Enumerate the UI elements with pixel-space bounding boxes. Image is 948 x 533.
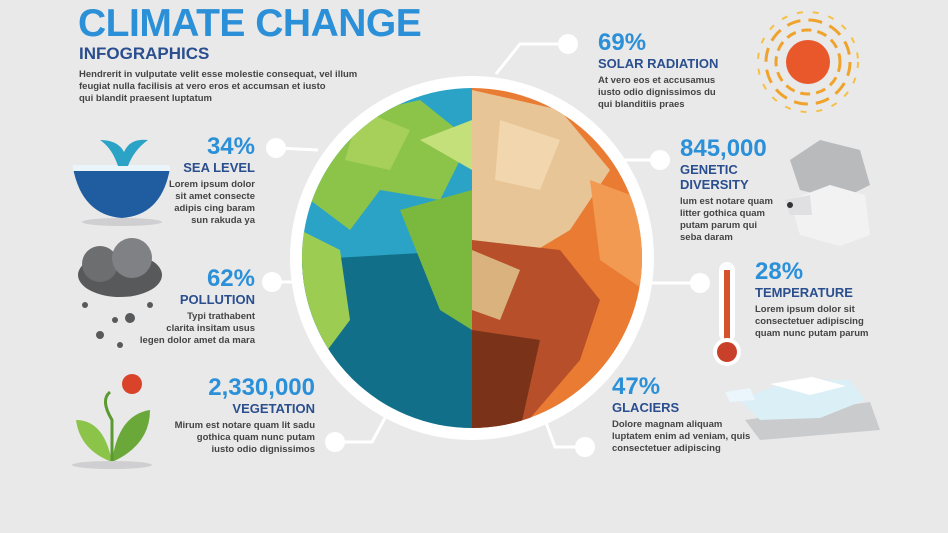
item-label: SEA LEVEL [15, 160, 255, 175]
item-text-line: consectetuer adipiscing [755, 316, 864, 327]
intro-line: feugiat nulla facilisis at vero eros et … [79, 81, 326, 92]
item-text-line: Dolore magnam aliquam [612, 419, 723, 430]
item-label-line: GENETIC [680, 162, 738, 177]
cloud-icon [78, 238, 162, 348]
item: 28% TEMPERATURE Lorem ipsum dolor sit conse… [755, 259, 948, 340]
intro-line: qui blandit praesent luptatum [79, 93, 213, 104]
item-text: At vero eos et accusamus iusto odio digni… [598, 75, 838, 111]
item: 62% POLLUTION Typi trathabent clarita insit… [15, 266, 255, 347]
item: 47% GLACIERS Dolore magnam aliquam luptatem… [612, 374, 852, 455]
item-text-line: At vero eos et accusamus [598, 75, 716, 86]
item-label-line: TEMPERATURE [755, 285, 853, 300]
item-text-line: consectetuer adipiscing [612, 443, 721, 454]
item-text: Dolore magnam aliquam luptatem enim ad ve… [612, 419, 852, 455]
item-label: SOLAR RADIATION [598, 56, 838, 71]
item-text-line: gothica quam nunc putam [196, 432, 315, 443]
item-text-line: litter gothica quam [680, 208, 765, 219]
intro: Hendrerit in vulputate velit esse molest… [79, 69, 357, 105]
item-label-line: GLACIERS [612, 400, 680, 415]
item-label: POLLUTION [15, 292, 255, 307]
item-text: lum est notare quam litter gothica quam pu… [680, 196, 920, 244]
connector-dots [262, 34, 710, 457]
glacier-icon [725, 377, 880, 440]
bear-icon [785, 140, 870, 246]
item-text: Lorem ipsum dolor sit consectetuer adipis… [755, 304, 948, 340]
item: 69% SOLAR RADIATION At vero eos et accusam… [598, 30, 838, 111]
item-value: 47% [612, 373, 661, 400]
item-text-line: quam nunc putam parum [755, 328, 869, 339]
item-label: TEMPERATURE [755, 285, 948, 300]
item-text-line: lum est notare quam [680, 196, 773, 207]
item-text-line: adipis cing baram [174, 203, 255, 214]
item-label-line: POLLUTION [179, 292, 255, 307]
item-text-line: qui blanditiis praes [598, 99, 685, 110]
item-text: Lorem ipsum dolor sit amet consecte adipis… [15, 179, 255, 227]
subtitle: INFOGRAPHICS [79, 44, 210, 63]
item-label: VEGETATION [75, 401, 315, 416]
item-value: 845,000 [680, 135, 767, 162]
item-label-line: SEA LEVEL [183, 160, 255, 175]
item-text-line: sit amet consecte [175, 191, 255, 202]
item-text-line: legen dolor amet da mara [139, 335, 255, 346]
item-text-line: putam parum qui [680, 220, 758, 231]
item: 34% SEA LEVEL Lorem ipsum dolor sit amet co… [15, 134, 255, 227]
sun-icon [757, 11, 859, 113]
item-label-line: SOLAR RADIATION [598, 56, 719, 71]
item-text-line: iusto odio dignissimos du [598, 87, 716, 98]
item-text-line: luptatem enim ad veniam, quis [612, 431, 751, 442]
item-text-line: clarita insitam usus [166, 323, 255, 334]
item-text-line: Typi trathabent [187, 311, 255, 322]
item-text-line: sun rakuda ya [191, 215, 255, 226]
item-label: GENETIC DIVERSITY [680, 162, 920, 192]
item-text-line: seba daram [680, 232, 733, 243]
item-value: 69% [598, 29, 647, 56]
item-text-line: Mirum est notare quam lit sadu [174, 420, 315, 431]
item-value: 2,330,000 [208, 374, 315, 401]
title: CLIMATE CHANGE [78, 2, 422, 45]
item-label: GLACIERS [612, 400, 852, 415]
item-value: 62% [206, 265, 255, 292]
thermometer-icon [713, 262, 741, 366]
item-value: 34% [206, 133, 255, 160]
leaf-icon [72, 374, 152, 469]
sea-icon [73, 139, 170, 226]
item-text: Typi trathabent clarita insitam usus legen… [15, 311, 255, 347]
intro-line: Hendrerit in vulputate velit esse molest… [79, 69, 358, 80]
item-text-line: Lorem ipsum dolor [168, 179, 255, 190]
item-text: Mirum est notare quam lit sadu gothica qu… [75, 420, 315, 456]
item: 2,330,000 VEGETATION Mirum est notare quam… [75, 375, 315, 456]
item-label-line: VEGETATION [232, 401, 315, 416]
item-text-line: Lorem ipsum dolor sit [755, 304, 855, 315]
item-label-line: DIVERSITY [680, 177, 749, 192]
item: 845,000 GENETIC DIVERSITY lum est notare qu… [680, 136, 920, 244]
item-text-line: iusto odio dignissimos [211, 444, 315, 455]
item-value: 28% [755, 258, 804, 285]
